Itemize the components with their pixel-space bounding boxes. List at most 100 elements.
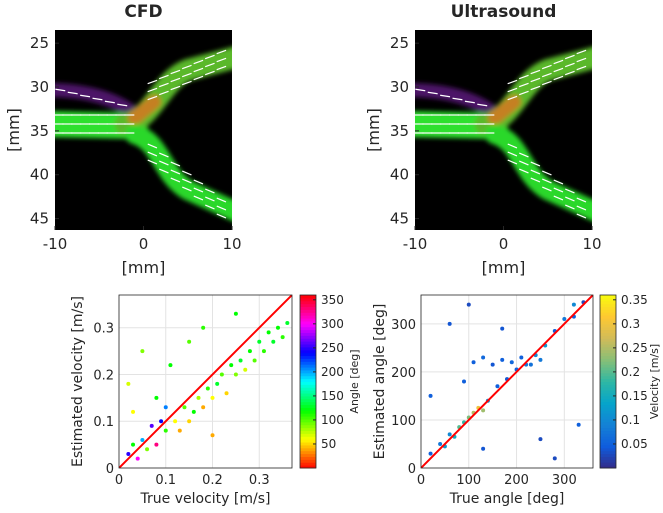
identity-line: [119, 295, 292, 468]
colorbar-cell: [300, 378, 316, 382]
colorbar-tick-label: 0.2: [621, 365, 640, 379]
axes-box: [420, 294, 594, 469]
colorbar-cell: [300, 318, 316, 322]
arrow: [193, 195, 204, 201]
scatter-point: [500, 326, 505, 331]
scatter-point: [428, 451, 433, 456]
colorbar-cell: [600, 465, 616, 469]
y-tick-label: 35: [390, 122, 409, 140]
arrow: [507, 79, 518, 85]
colorbar-cell: [300, 384, 316, 388]
colorbar-cell: [600, 323, 616, 328]
colorbar-cell: [300, 398, 316, 403]
colorbar-cell: [600, 459, 616, 463]
colorbar-cell: [600, 335, 616, 339]
arrow: [541, 64, 552, 70]
arrow: [530, 169, 541, 175]
scatter-point: [471, 360, 476, 365]
colorbar-cell: [600, 439, 616, 443]
arrow: [530, 77, 541, 83]
scatter-point: [481, 355, 486, 360]
arrow: [204, 70, 215, 76]
colorbar-cell: [300, 381, 316, 385]
colorbar-cell: [300, 418, 316, 423]
y-tick-label: 45: [30, 210, 49, 228]
colorbar-cell: [600, 456, 616, 460]
y-tick-label: 300: [391, 318, 416, 333]
y-tick-label: 40: [390, 166, 409, 184]
axes-box: [118, 294, 293, 469]
arrow: [507, 87, 518, 93]
colorbar-cell: [300, 323, 316, 328]
scatter-point: [481, 408, 486, 413]
scatter-point: [261, 349, 266, 354]
colorbar-tick-label: 0.3: [621, 317, 640, 331]
arrow: [147, 79, 158, 85]
colorbar-cell: [600, 395, 616, 400]
scatter-point: [495, 384, 500, 389]
colorbar-cell: [600, 401, 616, 406]
x-tick-label: 0: [499, 235, 509, 253]
arrow: [541, 80, 552, 86]
colorbar-cell: [600, 361, 616, 365]
arrow: [193, 67, 204, 73]
colorbar-cell: [600, 450, 616, 455]
scatter-point: [215, 381, 220, 386]
arrow: [564, 62, 575, 68]
arrow: [159, 152, 169, 158]
scatter-point: [219, 372, 224, 377]
colorbar-cell: [600, 346, 616, 351]
scatter-point: [466, 302, 471, 307]
arrow: [147, 151, 158, 157]
scatter-point: [519, 355, 524, 360]
scatter-point: [210, 433, 215, 438]
colorbar-tick-label: 0.35: [621, 293, 648, 307]
arrow: [518, 82, 529, 88]
arrow: [553, 187, 564, 193]
y-tick-label: 200: [391, 366, 416, 381]
arrow: [553, 179, 564, 185]
arrow: [67, 91, 78, 95]
arrow: [564, 54, 575, 60]
colorbar-tick-label: 150: [321, 389, 344, 403]
arrow: [576, 49, 587, 55]
colorbar-cell: [600, 303, 616, 308]
scatter-point: [538, 357, 543, 362]
scatter-point: [210, 395, 215, 400]
arrow: [170, 69, 181, 75]
colorbar-cell: [300, 439, 316, 443]
x-tick-label: 0.3: [249, 473, 270, 488]
arrow: [507, 143, 518, 149]
arrow: [80, 94, 91, 98]
scatter-point: [201, 325, 206, 330]
arrow: [147, 95, 158, 101]
scatter-point: [149, 423, 154, 428]
arrow: [576, 65, 587, 71]
scatter-point: [126, 381, 131, 386]
arrow: [530, 177, 541, 183]
arrow: [170, 169, 181, 175]
scatter-point: [229, 363, 234, 368]
scatter-point: [500, 357, 505, 362]
y-tick-label: 0: [106, 462, 114, 477]
colorbar-cell: [300, 424, 316, 429]
arrow: [158, 90, 169, 96]
scatter-point: [177, 428, 182, 433]
colorbar-cell: [300, 344, 316, 348]
colorbar-cell: [600, 444, 616, 449]
arrow: [507, 151, 518, 157]
scatter-point: [271, 339, 276, 344]
x-axis-label: True velocity [m/s]: [140, 491, 271, 507]
x-tick-label: 10: [582, 235, 601, 253]
colorbar-cell: [300, 401, 316, 406]
scatter-point: [238, 358, 243, 363]
arrow: [565, 204, 575, 210]
scatter-point: [205, 386, 210, 391]
arrow: [452, 97, 463, 101]
colorbar-cell: [600, 430, 616, 434]
colorbar-cell: [600, 320, 616, 325]
colorbar-cell: [300, 364, 316, 368]
colorbar-cell: [600, 297, 616, 302]
colorbar-cell: [600, 410, 616, 414]
arrow: [216, 205, 227, 211]
